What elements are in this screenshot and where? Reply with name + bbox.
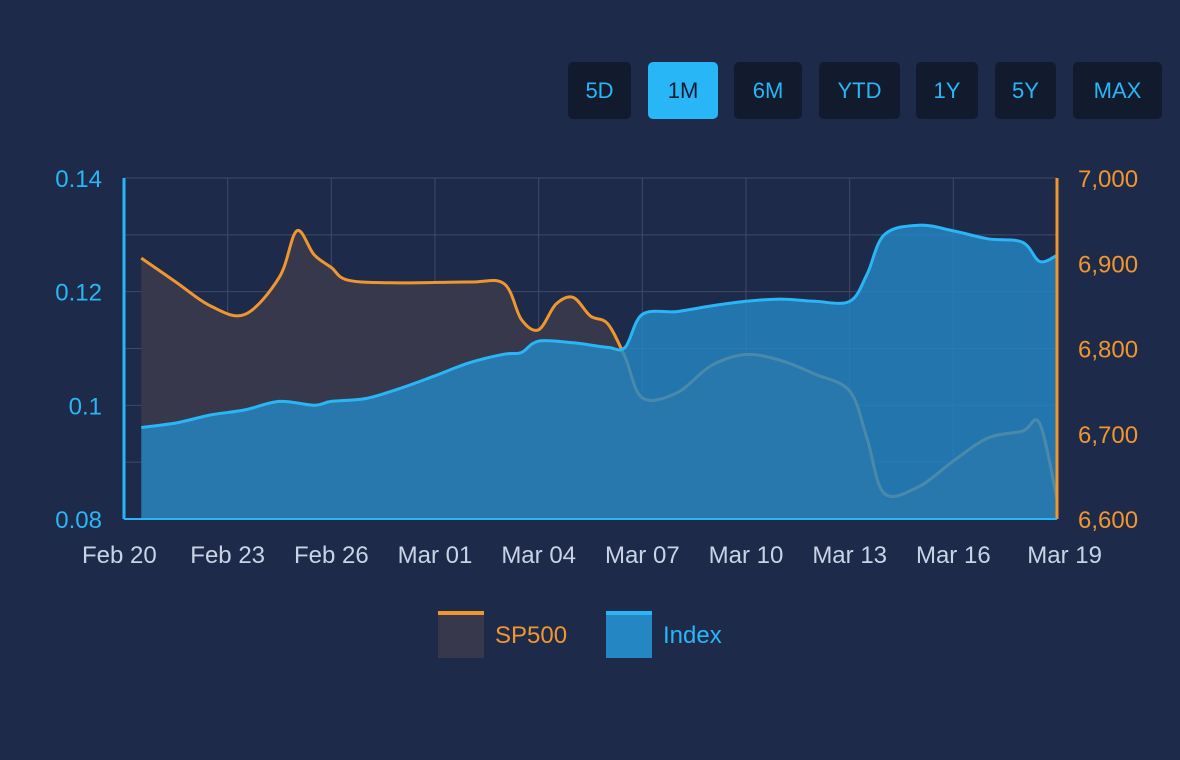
range-button-1m[interactable]: 1M <box>648 62 718 119</box>
index-line <box>141 223 1058 429</box>
right-tick-label: 7,000 <box>1078 166 1138 193</box>
legend-item-index[interactable]: Index <box>606 611 722 658</box>
right-tick-label: 6,900 <box>1078 251 1138 278</box>
right-tick-label: 6,700 <box>1078 422 1138 449</box>
date-tick-label: Mar 07 <box>605 542 680 569</box>
axes: 0.14 0.12 0.1 0.08 7,000 6,900 6,800 6,700 6,600… <box>55 166 1138 569</box>
legend-swatch-line <box>438 611 484 615</box>
left-tick-label: 0.14 <box>55 166 102 193</box>
left-tick-label: 0.08 <box>55 507 102 534</box>
date-tick-label: Mar 10 <box>709 542 784 569</box>
legend-item-sp500[interactable]: SP500 <box>438 611 567 658</box>
date-tick-label: Mar 13 <box>812 542 887 569</box>
legend: SP500 Index <box>438 611 722 658</box>
date-tick-label: Feb 20 <box>82 542 157 569</box>
date-tick-label: Mar 16 <box>916 542 991 569</box>
range-button-5d[interactable]: 5D <box>568 62 631 119</box>
date-tick-label: Mar 19 <box>1027 542 1102 569</box>
date-tick-label: Mar 01 <box>398 542 473 569</box>
index-area <box>141 225 1058 519</box>
legend-swatch <box>438 611 484 658</box>
legend-swatch-line <box>606 611 652 615</box>
legend-swatch <box>606 611 652 658</box>
range-button-max[interactable]: MAX <box>1073 62 1162 119</box>
date-tick-label: Feb 23 <box>190 542 265 569</box>
date-tick-label: Feb 26 <box>294 542 369 569</box>
date-tick-label: Mar 04 <box>501 542 576 569</box>
range-button-5y[interactable]: 5Y <box>995 62 1056 119</box>
range-button-ytd[interactable]: YTD <box>819 62 900 119</box>
legend-label: Index <box>663 622 722 649</box>
range-button-6m[interactable]: 6M <box>734 62 802 119</box>
left-tick-label: 0.12 <box>55 280 102 307</box>
right-tick-label: 6,800 <box>1078 337 1138 364</box>
range-button-1y[interactable]: 1Y <box>916 62 978 119</box>
right-tick-label: 6,600 <box>1078 507 1138 534</box>
left-tick-label: 0.1 <box>69 393 102 420</box>
legend-label: SP500 <box>495 622 567 649</box>
